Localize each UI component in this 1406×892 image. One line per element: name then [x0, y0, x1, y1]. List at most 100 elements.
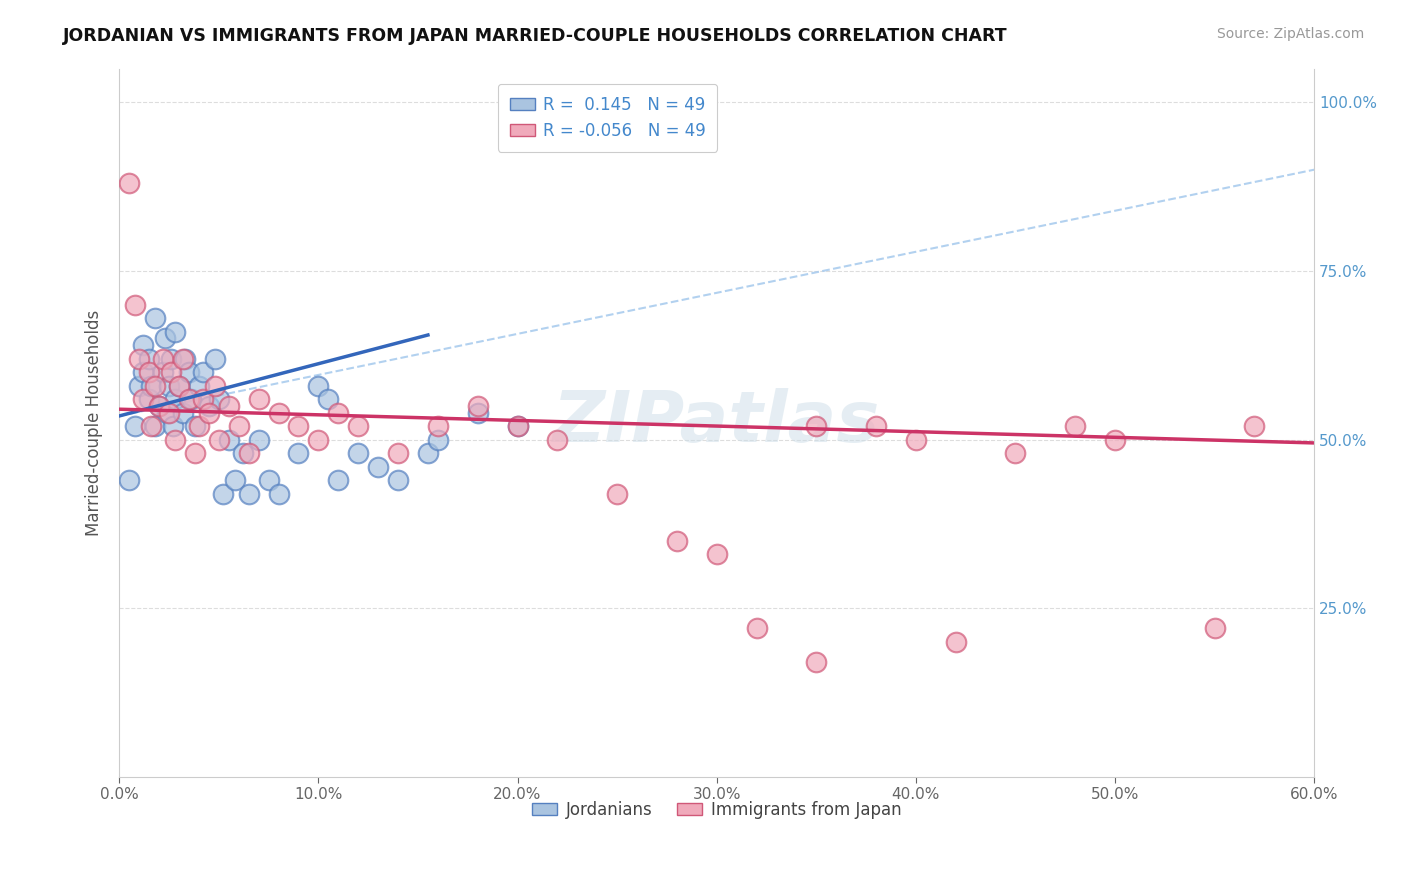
Point	[328, 473, 350, 487]
Point	[287, 419, 309, 434]
Legend: Jordanians, Immigrants from Japan: Jordanians, Immigrants from Japan	[526, 794, 908, 825]
Point	[148, 399, 170, 413]
Point	[287, 446, 309, 460]
Point	[506, 419, 529, 434]
Point	[138, 365, 160, 379]
Point	[187, 378, 209, 392]
Point	[191, 392, 214, 406]
Point	[208, 433, 231, 447]
Point	[128, 378, 150, 392]
Text: ZIPatlas: ZIPatlas	[553, 388, 880, 458]
Point	[426, 433, 449, 447]
Point	[416, 446, 439, 460]
Point	[506, 419, 529, 434]
Point	[945, 635, 967, 649]
Point	[143, 419, 166, 434]
Point	[606, 486, 628, 500]
Point	[665, 533, 688, 548]
Point	[1104, 433, 1126, 447]
Point	[118, 176, 141, 190]
Point	[232, 446, 254, 460]
Point	[163, 433, 186, 447]
Point	[387, 473, 409, 487]
Point	[204, 351, 226, 366]
Point	[806, 419, 828, 434]
Point	[467, 399, 489, 413]
Point	[184, 419, 207, 434]
Point	[157, 406, 180, 420]
Point	[198, 399, 221, 413]
Point	[139, 378, 162, 392]
Point	[745, 622, 768, 636]
Point	[904, 433, 927, 447]
Point	[128, 351, 150, 366]
Point	[124, 298, 146, 312]
Point	[132, 365, 155, 379]
Point	[177, 365, 200, 379]
Point	[211, 486, 233, 500]
Point	[132, 392, 155, 406]
Point	[367, 459, 389, 474]
Point	[387, 446, 409, 460]
Point	[143, 311, 166, 326]
Point	[162, 419, 184, 434]
Point	[865, 419, 887, 434]
Point	[143, 378, 166, 392]
Point	[157, 378, 180, 392]
Point	[187, 419, 209, 434]
Point	[163, 392, 186, 406]
Point	[218, 399, 240, 413]
Point	[177, 392, 200, 406]
Point	[160, 351, 183, 366]
Point	[318, 392, 340, 406]
Point	[152, 351, 174, 366]
Point	[247, 392, 270, 406]
Point	[238, 446, 260, 460]
Point	[138, 351, 160, 366]
Point	[1204, 622, 1226, 636]
Point	[156, 406, 179, 420]
Point	[172, 351, 194, 366]
Point	[546, 433, 568, 447]
Point	[118, 473, 141, 487]
Point	[307, 378, 329, 392]
Point	[160, 365, 183, 379]
Point	[167, 378, 190, 392]
Point	[191, 365, 214, 379]
Point	[138, 392, 160, 406]
Point	[148, 399, 170, 413]
Text: Source: ZipAtlas.com: Source: ZipAtlas.com	[1216, 27, 1364, 41]
Point	[204, 378, 226, 392]
Point	[307, 433, 329, 447]
Point	[198, 406, 221, 420]
Point	[218, 433, 240, 447]
Point	[163, 325, 186, 339]
Point	[328, 406, 350, 420]
Point	[1243, 419, 1265, 434]
Point	[174, 351, 197, 366]
Point	[167, 378, 190, 392]
Y-axis label: Married-couple Households: Married-couple Households	[86, 310, 103, 536]
Point	[124, 419, 146, 434]
Point	[132, 338, 155, 352]
Point	[208, 392, 231, 406]
Point	[247, 433, 270, 447]
Point	[257, 473, 280, 487]
Point	[267, 486, 290, 500]
Point	[1064, 419, 1087, 434]
Point	[706, 547, 728, 561]
Text: JORDANIAN VS IMMIGRANTS FROM JAPAN MARRIED-COUPLE HOUSEHOLDS CORRELATION CHART: JORDANIAN VS IMMIGRANTS FROM JAPAN MARRI…	[63, 27, 1008, 45]
Point	[153, 331, 176, 345]
Point	[238, 486, 260, 500]
Point	[347, 419, 370, 434]
Point	[426, 419, 449, 434]
Point	[180, 392, 202, 406]
Point	[1004, 446, 1026, 460]
Point	[267, 406, 290, 420]
Point	[467, 406, 489, 420]
Point	[139, 419, 162, 434]
Point	[347, 446, 370, 460]
Point	[184, 446, 207, 460]
Point	[224, 473, 246, 487]
Point	[228, 419, 250, 434]
